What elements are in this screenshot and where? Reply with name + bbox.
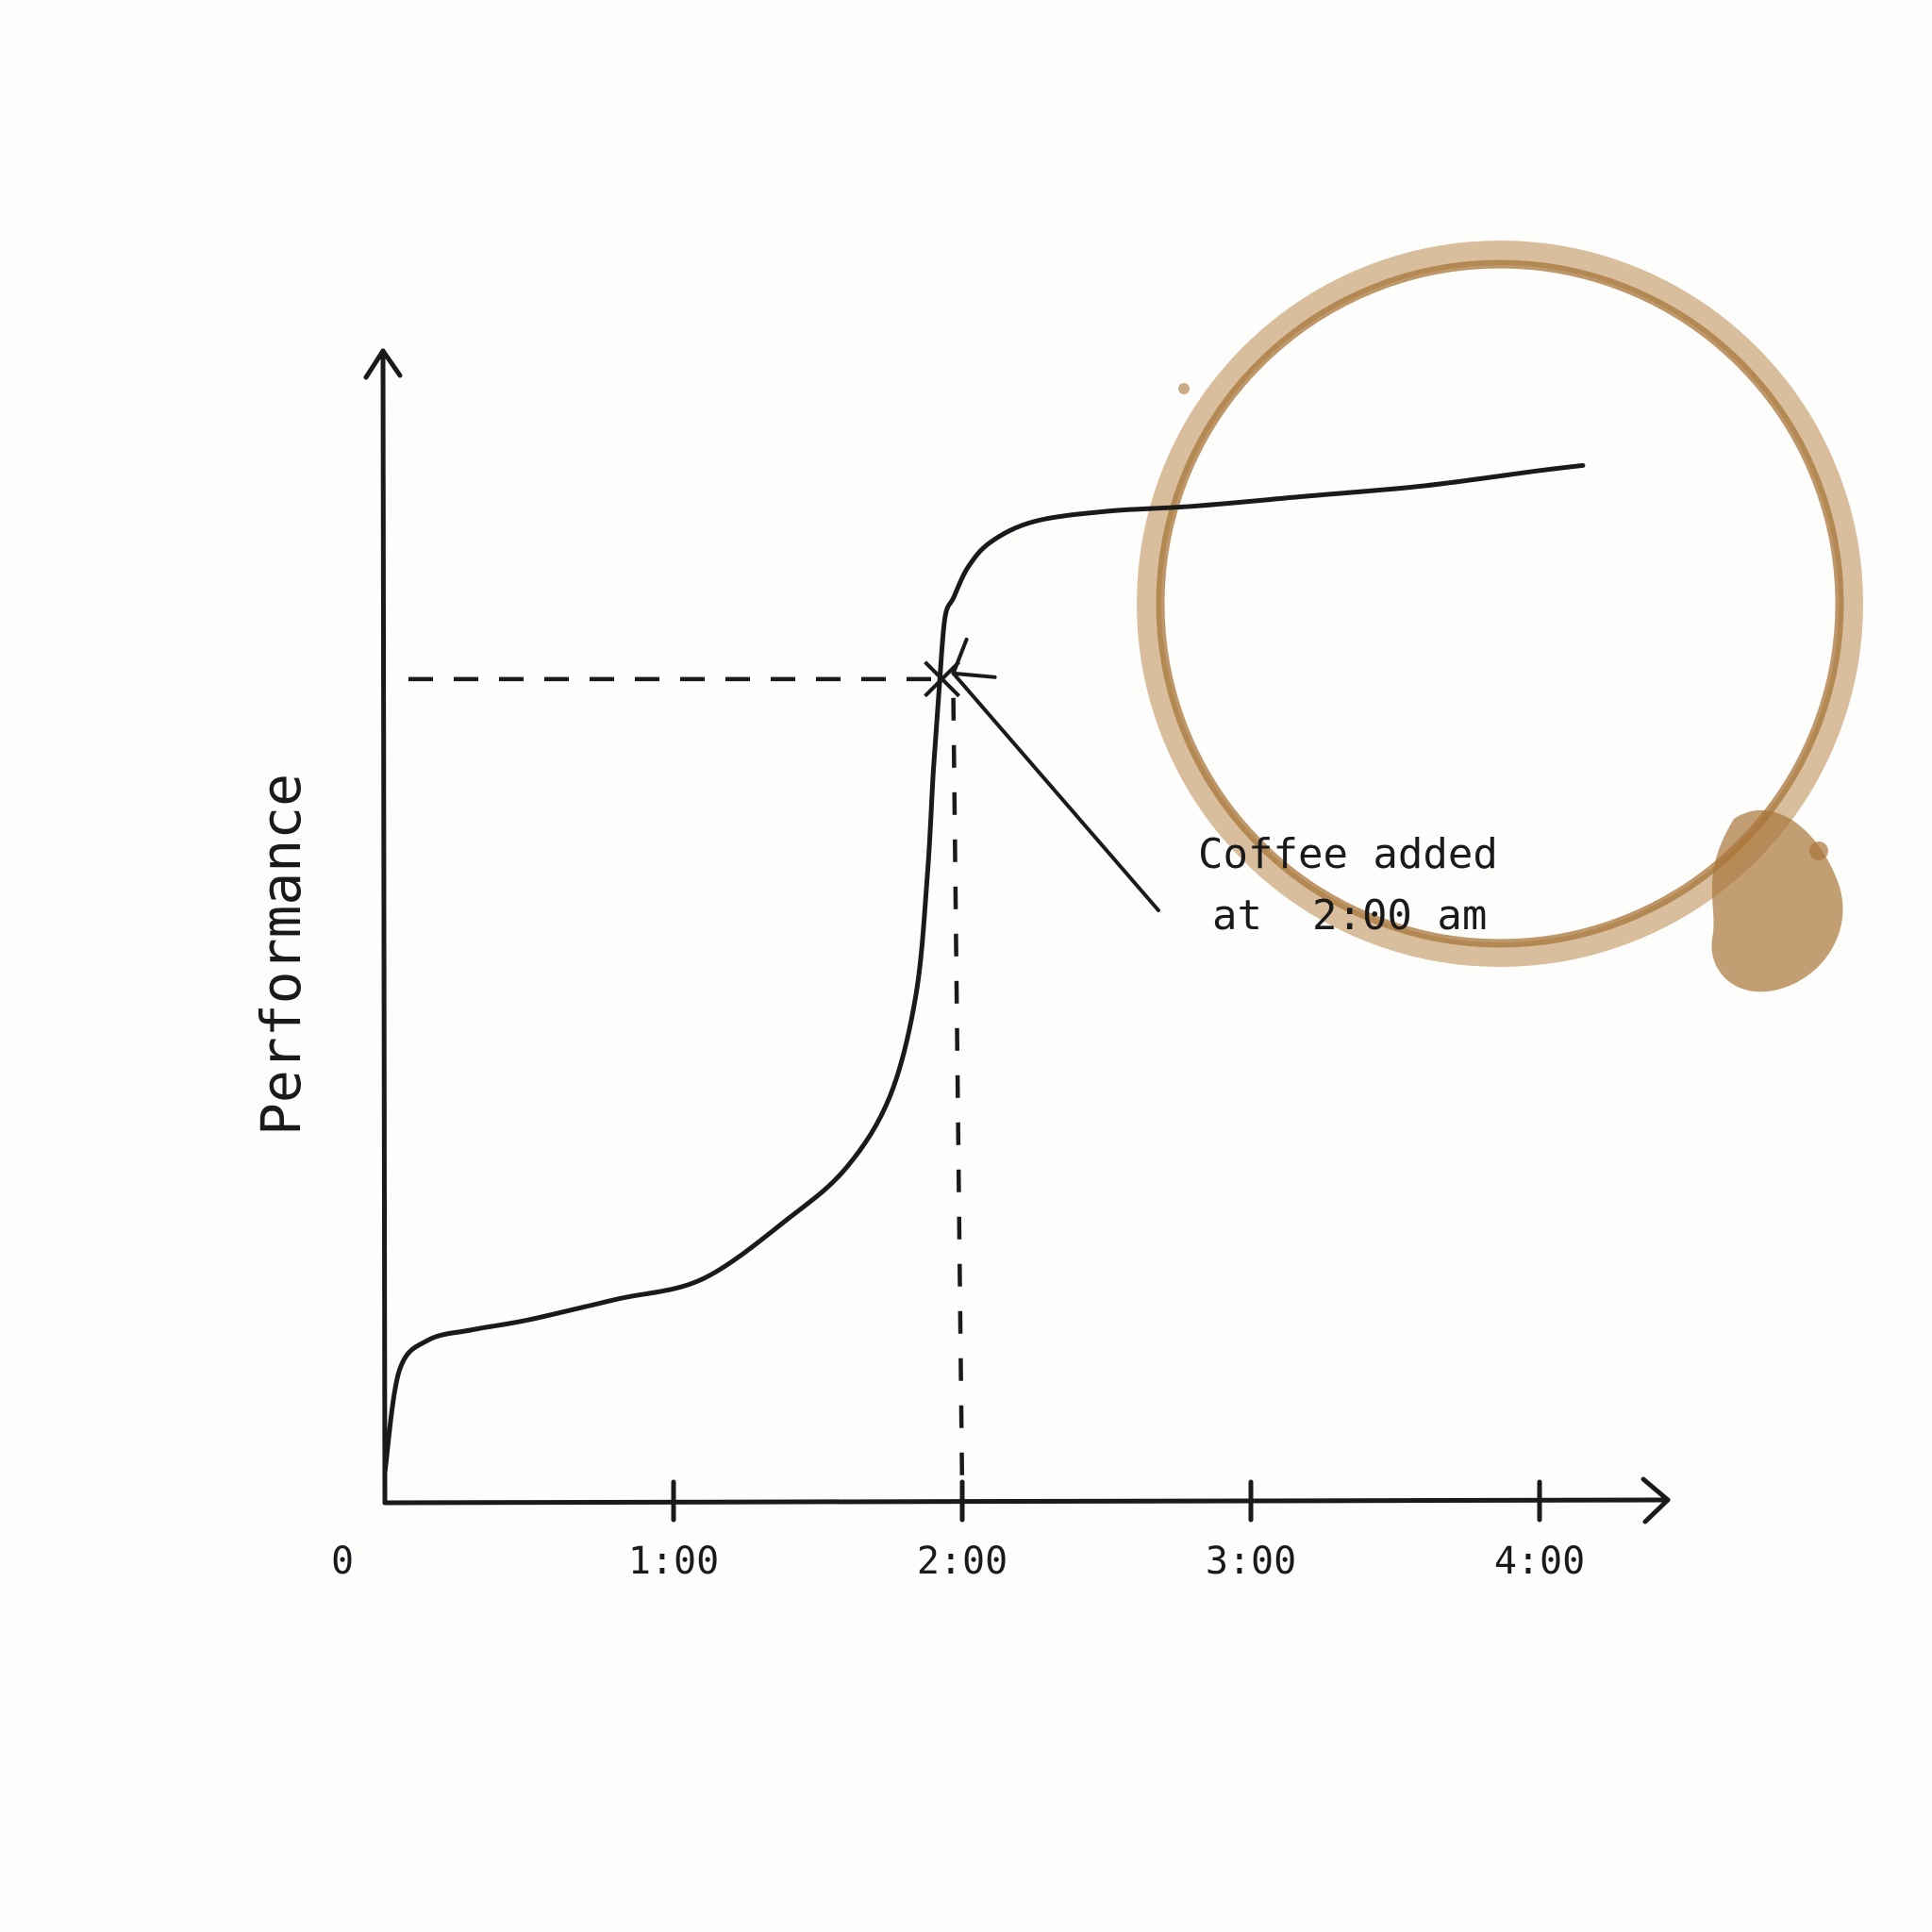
x-tick-labels: 0 1:00 2:00 3:00 4:00 bbox=[331, 1540, 1585, 1583]
stain-drop bbox=[1809, 841, 1828, 860]
dashed-guides bbox=[408, 676, 965, 1494]
annotation-marker bbox=[924, 660, 960, 698]
stain-ring-inner bbox=[1156, 259, 1844, 948]
stain-speck bbox=[1178, 383, 1190, 394]
x-axis-arrowhead bbox=[1641, 1476, 1671, 1524]
annotation: Coffee added at 2:00 am bbox=[924, 637, 1498, 940]
stain-drip bbox=[1711, 809, 1843, 992]
axes bbox=[363, 348, 1671, 1524]
y-axis-line bbox=[380, 348, 388, 1506]
x-tick-label: 1:00 bbox=[628, 1540, 719, 1583]
annotation-line-2: at 2:00 am bbox=[1212, 891, 1487, 940]
x-axis-line bbox=[382, 1497, 1671, 1506]
x-tick-label: 4:00 bbox=[1494, 1540, 1585, 1583]
coffee-ring-stain bbox=[1137, 241, 1863, 992]
annotation-arrowhead bbox=[951, 637, 997, 679]
y-axis-label: Performance bbox=[249, 774, 313, 1136]
series-layer bbox=[382, 462, 1586, 1475]
x-tick-label: 3:00 bbox=[1206, 1540, 1296, 1583]
y-axis-arrowhead bbox=[363, 348, 403, 380]
vertical-dashed-guide bbox=[951, 697, 965, 1494]
x-tick-label: 0 bbox=[331, 1540, 354, 1583]
annotation-arrow-line bbox=[951, 671, 1160, 912]
stain-ring-outer bbox=[1137, 241, 1863, 967]
performance-line bbox=[382, 462, 1586, 1475]
x-tick-label: 2:00 bbox=[917, 1540, 1008, 1583]
annotation-line-1: Coffee added bbox=[1198, 830, 1498, 878]
